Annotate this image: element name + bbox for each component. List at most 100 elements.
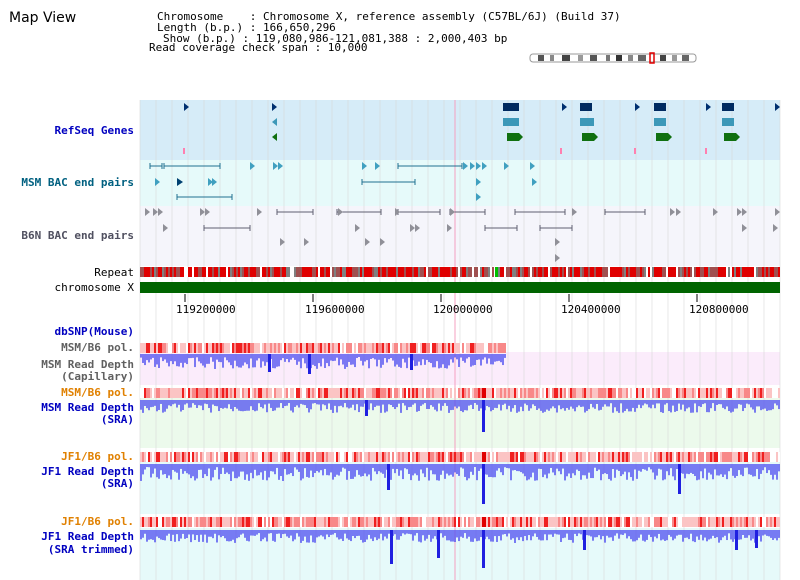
msm-cap-depth-bar [258,354,260,359]
repeat-bar [658,267,660,277]
jf1-sra-depth-bar [636,464,638,479]
jf1-sra-depth-bar [182,464,184,474]
msm-b6-pol-bar-1 [402,343,404,353]
jf1-trim-depth-bar [474,530,476,539]
msm-b6-pol-bar-2 [674,388,676,398]
msm-b6-pol-bar-2 [640,388,642,398]
msm-b6-pol-bar-2 [328,388,330,398]
jf1-b6-pol-bar-2 [220,517,222,527]
jf1-trim-depth-bar [552,530,554,537]
repeat-bar [444,267,446,277]
msm-b6-pol-bar-2 [540,388,542,398]
b6n-arrow [410,224,415,232]
msm-cap-depth-bar [176,354,178,367]
jf1-sra-depth-bar [618,464,620,471]
msm-b6-pol-bar-2 [756,388,758,398]
msm-cap-depth-bar [350,354,352,365]
jf1-trim-depth-bar [576,530,578,537]
jf1-sra-depth-bar [692,464,694,474]
jf1-sra-depth-bar [328,464,330,476]
repeat-bar [470,267,472,277]
repeat-bar [230,267,232,277]
msm-sra-depth-bar [450,400,452,411]
msm-sra-depth-bar [600,400,602,410]
gene-arrow [775,103,780,111]
jf1-sra-depth-bar [442,464,444,471]
jf1-b6-pol-bar-2 [428,517,430,527]
repeat-bar [384,267,386,277]
jf1-sra-depth-bar [608,464,610,480]
repeat-bar [714,267,716,277]
msm-sra-depth-bar [688,400,690,408]
jf1-sra-depth-bar [726,464,728,480]
jf1-b6-pol-bar-1 [584,452,586,462]
msm-b6-pol-bar-1 [500,343,502,353]
msm-sra-depth-bar [166,400,168,409]
jf1-b6-pol-bar-1 [264,452,266,462]
msm-sra-depth-bar [332,400,334,413]
jf1-sra-depth-bar [222,464,224,468]
jf1-b6-pol-bar-1 [328,452,330,462]
msm-b6-pol-bar-1 [162,343,164,353]
jf1-sra-depth-bar [766,464,768,474]
msm-cap-depth-bar [470,354,472,367]
repeat-bar [290,267,292,277]
jf1-b6-pol-bar-2 [238,517,240,527]
repeat-bar [358,267,360,277]
msm-b6-pol-bar-1 [192,343,194,353]
msm-sra-depth-bar [476,400,478,405]
msm-b6-pol-bar-1 [352,343,354,353]
msm-b6-pol-bar-2 [142,388,144,398]
msm-sra-depth-bar [164,400,166,412]
repeat-bar [338,267,340,277]
jf1-b6-pol-bar-2 [676,517,678,527]
jf1-b6-pol-bar-1 [320,452,322,462]
jf1-trim-depth-bar [176,530,178,535]
msm-sra-depth-bar [434,400,436,410]
msm-sra-depth-bar [146,400,148,409]
chromosome-ideogram[interactable] [528,52,700,66]
msm-sra-depth-bar [250,400,252,407]
msm-b6-pol-bar-2 [206,388,208,398]
repeat-bar [152,267,154,277]
msm-cap-depth-bar [378,354,380,360]
jf1-sra-depth-bar [630,464,632,478]
msm-sra-depth-bar [670,400,672,413]
jf1-b6-pol-bar-2 [190,517,192,527]
chromosome-info: Chromosome : Chromosome X, reference ass… [157,10,621,23]
msm-cap-depth-bar [460,354,462,358]
jf1-b6-pol-bar-1 [486,452,488,462]
repeat-bar [712,267,714,277]
msm-b6-pol-bar-1 [486,343,488,353]
msm-sra-depth-bar [660,400,662,413]
jf1-trim-depth-bar [650,530,652,538]
repeat-bar [510,267,512,277]
jf1-b6-pol-bar-1 [714,452,716,462]
msm-b6-pol-bar-2 [676,388,678,398]
jf1-b6-pol-bar-1 [428,452,430,462]
repeat-bar [480,267,482,277]
chromosome-bar [140,282,780,293]
msm-b6-pol-bar-1 [194,343,196,353]
jf1-b6-pol-bar-2 [502,517,504,527]
jf1-b6-pol-bar-1 [658,452,660,462]
jf1-b6-pol-bar-2 [552,517,554,527]
msm-b6-pol-bar-1 [414,343,416,353]
jf1-b6-pol-bar-2 [736,517,738,527]
jf1-b6-pol-bar-2 [172,517,174,527]
msm-b6-pol-bar-1 [460,343,462,353]
jf1-b6-pol-bar-1 [688,452,690,462]
jf1-b6-pol-bar-2 [232,517,234,527]
jf1-b6-pol-bar-2 [752,517,754,527]
msm-b6-pol-bar-2 [554,388,556,398]
jf1-trim-depth-bar [548,530,550,535]
jf1-b6-pol-bar-2 [692,517,694,527]
jf1-b6-pol-bar-2 [528,517,530,527]
msm-b6-pol-bar-2 [462,388,464,398]
msm-b6-pol-bar-2 [704,388,706,398]
page-title: Map View [9,10,77,26]
msm-sra-depth-bar [412,400,414,405]
jf1-trim-depth-bar [674,530,676,539]
jf1-trim-depth-bar [432,530,434,539]
jf1-b6-pol-bar-1 [208,452,210,462]
